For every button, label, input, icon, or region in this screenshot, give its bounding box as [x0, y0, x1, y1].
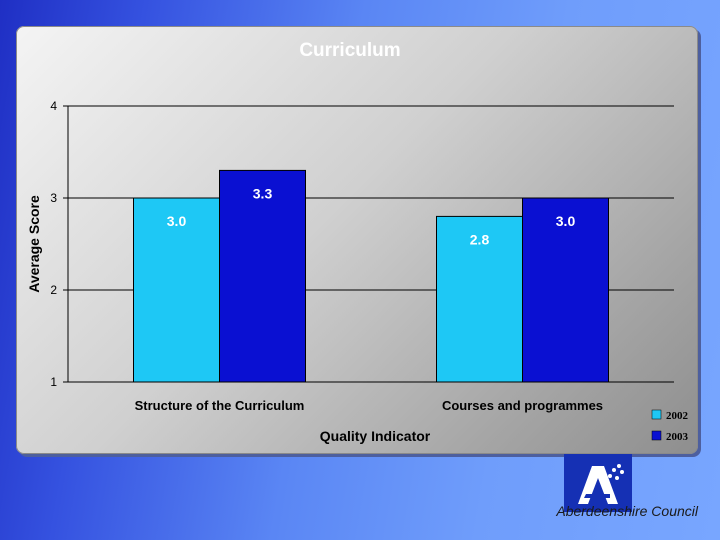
data-label: 3.3 — [253, 185, 273, 201]
chart-title: Curriculum — [299, 40, 400, 61]
legend-label: 2002 — [666, 410, 689, 422]
legend: 2002 2003 — [651, 409, 689, 443]
bar — [219, 169, 306, 383]
x-tick-label: Courses and programmes — [442, 398, 603, 413]
aberdeenshire-a-logo-icon — [564, 454, 632, 512]
y-tick-label: 2 — [50, 283, 57, 297]
legend-swatch — [651, 409, 662, 420]
council-name: Aberdeenshire Council — [556, 503, 698, 519]
data-label: 3.0 — [556, 213, 576, 229]
plot-area: 1 2 3 4 3.0 3.3 Structure of the Curriculum 2.8… — [50, 99, 674, 413]
y-tick-label: 3 — [50, 191, 57, 205]
x-tick-label: Structure of the Curriculum — [135, 398, 305, 413]
legend-swatch — [651, 430, 662, 441]
y-tick-label: 4 — [50, 99, 57, 113]
y-axis-label: Average Score — [26, 195, 42, 293]
x-axis-label: Quality Indicator — [320, 428, 431, 444]
data-label: 2.8 — [470, 231, 490, 247]
bar — [522, 197, 609, 383]
legend-label: 2003 — [666, 431, 689, 443]
y-tick-label: 1 — [50, 375, 57, 389]
data-label: 3.0 — [167, 213, 187, 229]
